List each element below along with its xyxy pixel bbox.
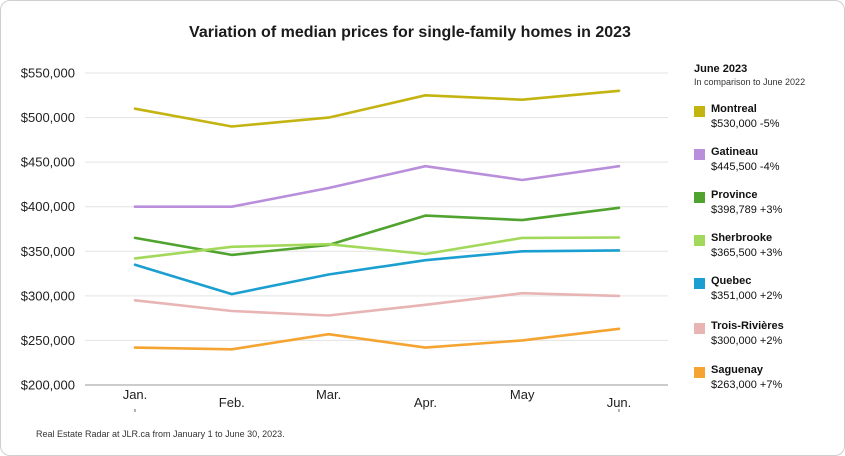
legend-item-name: Sherbrooke (711, 232, 773, 244)
legend-item-name: Saguenay (711, 364, 763, 376)
legend-item-value: $351,000 +2% (711, 290, 783, 302)
x-tick-label: Feb. (219, 395, 245, 410)
legend-swatch (694, 192, 705, 203)
legend-item-name: Quebec (711, 275, 752, 287)
y-tick-label: $200,000 (21, 378, 75, 393)
x-tick-label: Apr. (414, 395, 437, 410)
y-tick-label: $450,000 (21, 155, 75, 170)
legend-item-name: Province (711, 189, 758, 201)
legend-item-name: Gatineau (711, 146, 759, 158)
legend-item-value: $263,000 +7% (711, 379, 783, 391)
legend-item-value: $365,500 +3% (711, 247, 783, 259)
legend-item-value: $530,000 -5% (711, 118, 780, 130)
legend-item-name: Trois-Rivières (711, 320, 784, 332)
x-tick-label: Jun. (607, 395, 632, 410)
legend-subheading: In comparison to June 2022 (694, 77, 806, 87)
legend-item-name: Montreal (711, 103, 757, 115)
legend-item-value: $398,789 +3% (711, 204, 783, 216)
series-line-province (133, 206, 621, 257)
series-line-sherbrooke (133, 236, 621, 260)
legend-swatch (694, 323, 705, 334)
legend-swatch (694, 367, 705, 378)
legend-heading: June 2023 (694, 63, 748, 75)
y-tick-label: $550,000 (21, 66, 75, 81)
x-tick-label: May (510, 387, 535, 402)
legend-item-value: $300,000 +2% (711, 335, 783, 347)
series-line-saguenay (133, 327, 621, 351)
series-line-montreal (133, 89, 621, 128)
y-tick-label: $400,000 (21, 199, 75, 214)
legend-swatch (694, 149, 705, 160)
legend-swatch (694, 235, 705, 246)
chart-title: Variation of median prices for single-fa… (189, 24, 631, 41)
series-line-quebec (133, 249, 621, 296)
legend-swatch (694, 106, 705, 117)
y-tick-label: $500,000 (21, 110, 75, 125)
x-tick-label: Mar. (316, 387, 341, 402)
source-footnote: Real Estate Radar at JLR.ca from January… (36, 429, 285, 439)
y-tick-label: $350,000 (21, 244, 75, 259)
series-line-gatineau (133, 164, 621, 208)
series-line-trois-rivi-res (133, 291, 621, 317)
x-tick-label: Jan. (123, 387, 148, 402)
y-tick-label: $300,000 (21, 288, 75, 303)
legend-item-value: $445,500 -4% (711, 161, 780, 173)
legend-swatch (694, 278, 705, 289)
y-tick-label: $250,000 (21, 333, 75, 348)
